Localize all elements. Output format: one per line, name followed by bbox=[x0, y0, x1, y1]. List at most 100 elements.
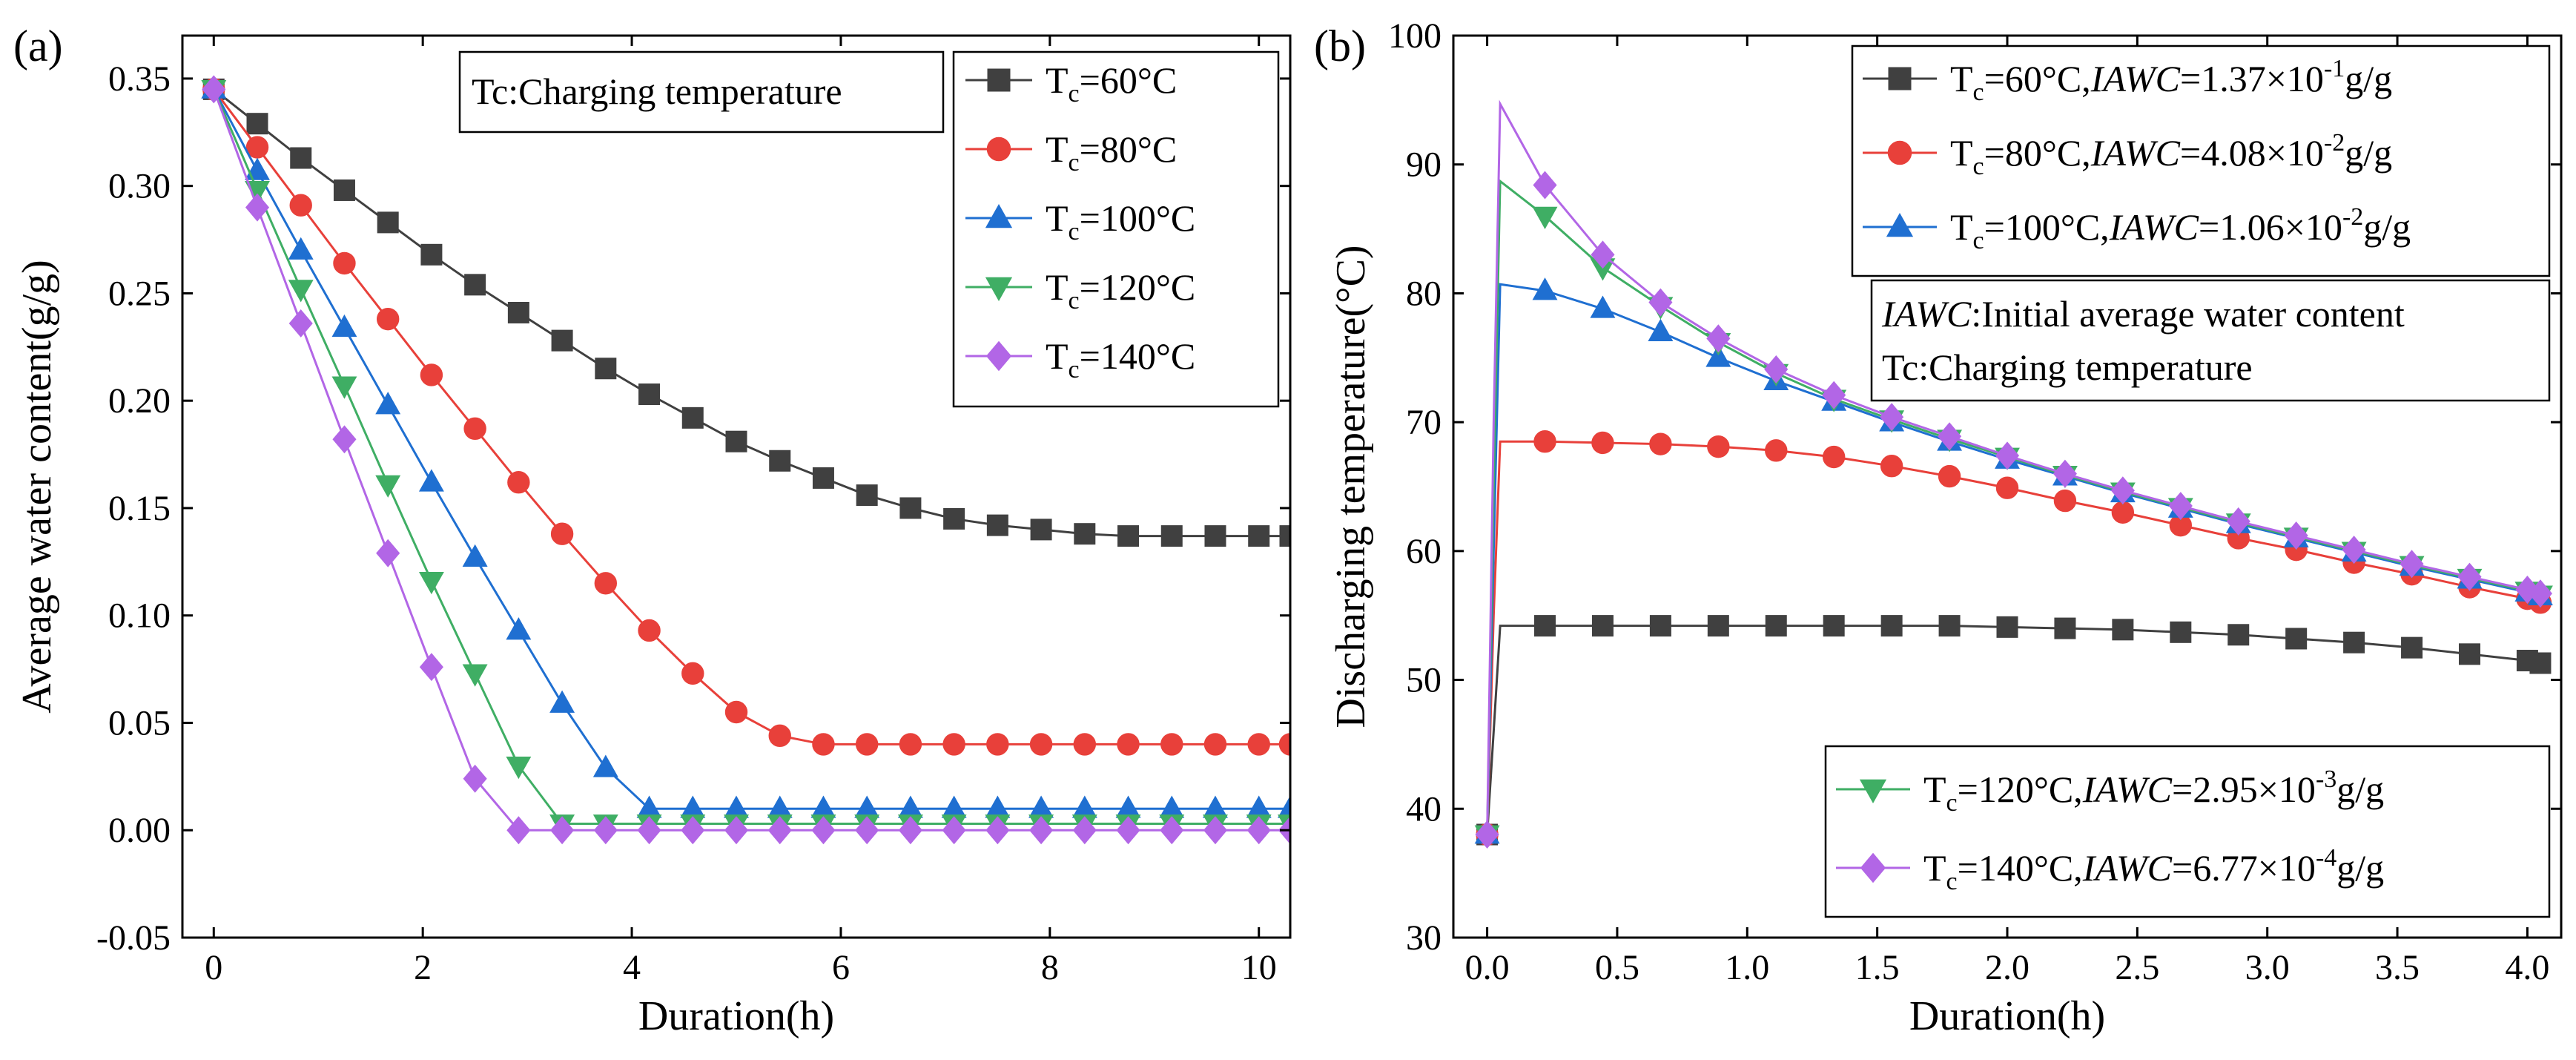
chart-a-xtick-label: 6 bbox=[832, 948, 850, 987]
chart-b-point bbox=[2400, 550, 2424, 579]
chart-b-xtick-label: 3.5 bbox=[2375, 948, 2420, 987]
chart-a-series bbox=[201, 75, 1290, 845]
chart-a-point bbox=[290, 147, 312, 169]
chart-a-series-1 bbox=[202, 78, 1290, 756]
chart-a-point bbox=[202, 75, 226, 104]
chart-a-point bbox=[331, 314, 357, 338]
chart-b-point bbox=[1705, 344, 1731, 367]
chart-b-point bbox=[1649, 615, 1671, 637]
chart-b-point bbox=[1822, 381, 1846, 409]
chart-a-point bbox=[899, 497, 922, 519]
chart-a-point bbox=[810, 795, 836, 818]
chart-a-point bbox=[376, 539, 400, 567]
chart-b-legend-top: Tc=60°C,IAWC=1.37×10-1g/g Tc=80°C,IAWC=4.… bbox=[1863, 55, 2411, 254]
chart-a-frame bbox=[181, 34, 1292, 939]
chart-b-point bbox=[2284, 521, 2308, 550]
chart-a-point bbox=[985, 816, 1010, 845]
chart-a-point bbox=[289, 194, 312, 217]
chart-a-legend-label: Tc=60°C bbox=[1046, 59, 1177, 108]
chart-b-point bbox=[1707, 435, 1730, 458]
chart-b-legend-label: Tc=60°C,IAWC=1.37×10-1g/g bbox=[1950, 55, 2392, 106]
chart-a-point bbox=[1071, 795, 1097, 818]
chart-b-point bbox=[2170, 621, 2192, 643]
chart-a-legend-label: Tc=100°C bbox=[1046, 197, 1195, 246]
chart-b-point bbox=[2529, 652, 2552, 674]
chart-a-point bbox=[942, 733, 965, 756]
chart-b-series-4 bbox=[1475, 99, 2552, 849]
chart-a-point bbox=[1115, 795, 1141, 818]
chart-b-ytick-label: 40 bbox=[1406, 789, 1441, 829]
chart-a-point bbox=[899, 733, 922, 756]
chart-b-note-box bbox=[1870, 279, 2551, 402]
chart-a-point bbox=[1117, 525, 1140, 547]
chart-a-point bbox=[420, 363, 443, 386]
chart-a-point bbox=[1116, 816, 1140, 845]
chart-a-legend-marker bbox=[985, 340, 1012, 372]
chart-b-point bbox=[1591, 431, 1614, 455]
chart-b-legend-bottom-box bbox=[1824, 745, 2551, 918]
chart-a-point bbox=[1074, 523, 1096, 545]
chart-a-legend: Tc=60°C Tc=80°C Tc=100°C Tc=120°C Tc=140°C bbox=[965, 59, 1195, 383]
chart-b-point bbox=[1938, 615, 1961, 637]
panel-label-b: (b) bbox=[1314, 22, 1366, 70]
chart-a-point bbox=[1247, 733, 1270, 756]
chart-b-point bbox=[1534, 615, 1556, 637]
chart-b-series-line bbox=[1486, 179, 2541, 835]
chart-b-xtick-label: 2.0 bbox=[1985, 948, 2030, 987]
chart-a-point bbox=[724, 700, 748, 724]
chart-a-point bbox=[462, 664, 488, 687]
chart-b-point bbox=[1475, 820, 1499, 849]
chart-a-point bbox=[288, 309, 313, 338]
chart-b-series-line bbox=[1486, 283, 2541, 835]
chart-b-ytick-label: 50 bbox=[1406, 661, 1441, 700]
chart-b-note-line2: Tc:Charging temperature bbox=[1882, 346, 2253, 388]
chart-a-point bbox=[898, 816, 922, 845]
chart-a-point bbox=[1246, 816, 1271, 845]
chart-b-point bbox=[2458, 643, 2480, 665]
chart-b-point bbox=[1880, 615, 1903, 637]
chart-a-point bbox=[855, 733, 879, 756]
chart-b-point bbox=[2054, 617, 2076, 639]
chart-a-legend-label: Tc=140°C bbox=[1046, 335, 1195, 383]
chart-b-point bbox=[2343, 631, 2365, 654]
chart-b-point bbox=[1591, 240, 1615, 269]
chart-b-ylabel: Discharging temperature(°C) bbox=[1328, 245, 1374, 728]
chart-a-point bbox=[1204, 525, 1226, 547]
chart-a-point bbox=[681, 816, 705, 845]
chart-b-point bbox=[1591, 615, 1614, 637]
chart-b-ytick-label: 100 bbox=[1388, 16, 1441, 56]
chart-a-point bbox=[724, 795, 749, 818]
chart-a-point bbox=[594, 572, 618, 595]
chart-a-point bbox=[637, 816, 661, 845]
chart-b-series-line bbox=[1486, 625, 2541, 835]
chart-b-point bbox=[1764, 355, 1789, 383]
chart-a-point bbox=[592, 754, 618, 777]
chart-a-point bbox=[420, 243, 443, 266]
chart-a-point bbox=[1030, 519, 1052, 541]
chart-b-note-iawc: IAWC bbox=[1881, 293, 1972, 335]
chart-a-point bbox=[1072, 816, 1097, 845]
chart-b-xtick-label: 4.0 bbox=[2505, 948, 2549, 987]
chart-a-point bbox=[333, 251, 356, 275]
chart-a-point bbox=[246, 113, 268, 135]
chart-b-point bbox=[1533, 171, 1557, 200]
chart-a-xtick-label: 2 bbox=[414, 948, 432, 987]
chart-b-point bbox=[1880, 455, 1903, 478]
chart-a-point bbox=[1073, 733, 1097, 756]
chart-a-point bbox=[725, 430, 747, 452]
chart-b-point bbox=[1590, 295, 1616, 318]
chart-a-xtick-label: 4 bbox=[623, 948, 641, 987]
chart-a-series-0 bbox=[202, 78, 1290, 547]
chart-a-legend-marker bbox=[986, 136, 1011, 162]
chart-a-point bbox=[1246, 795, 1272, 818]
chart-a-point bbox=[1278, 795, 1290, 818]
chart-b-xtick-label: 3.0 bbox=[2245, 948, 2290, 987]
panel-label-a: (a) bbox=[13, 22, 63, 70]
chart-a-legend-marker bbox=[987, 68, 1011, 92]
chart-a-point bbox=[375, 475, 401, 498]
chart-a-point bbox=[854, 795, 880, 818]
chart-a-ylabel: Average water content(g/g) bbox=[14, 260, 60, 714]
chart-b-point bbox=[2053, 489, 2077, 513]
chart-b-point bbox=[1938, 422, 1962, 451]
